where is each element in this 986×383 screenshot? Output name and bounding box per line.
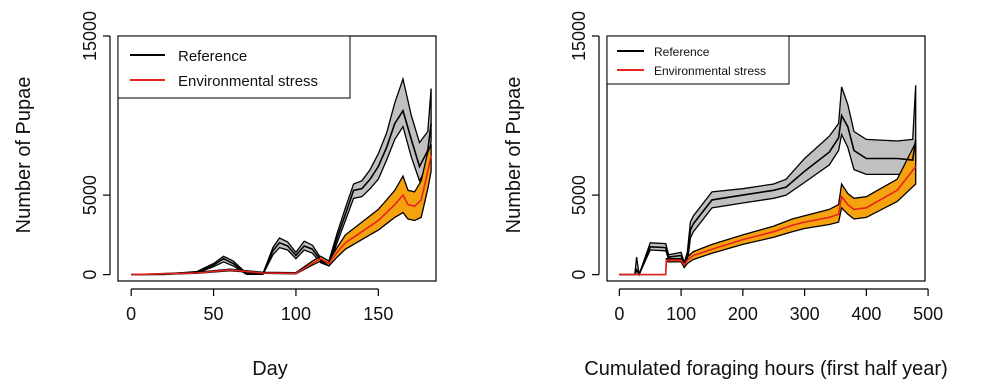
panel-foraging-hours: Number of Pupae Cumulated foraging hours… [503, 11, 948, 380]
y-tick-label: 0 [569, 270, 589, 280]
legend: Reference Environmental stress [117, 35, 351, 99]
legend-label-environmental-stress: Environmental stress [654, 64, 766, 78]
band-environmental-stress [131, 143, 432, 276]
legend-label-environmental-stress: Environmental stress [178, 73, 318, 90]
x-tick-label: 0 [126, 304, 136, 324]
panel-day: Number of Pupae Day 0 50 100 1500500015000 … [13, 11, 437, 380]
axes-layer: 0 50 100 150 0 5000 15000 [80, 11, 393, 324]
legend-box [606, 35, 790, 85]
y-axis-label: Number of Pupae [13, 77, 35, 234]
y-tick-label: 15000 [80, 11, 100, 61]
x-tick-label: 100 [281, 304, 311, 324]
y-axis-label: Number of Pupae [503, 77, 525, 234]
x-tick-label: 0 [614, 304, 624, 324]
x-tick-label: 100 [666, 304, 696, 324]
y-tick-label: 5000 [569, 175, 589, 215]
x-tick-label: 200 [728, 304, 758, 324]
x-tick-label: 400 [851, 304, 881, 324]
band-reference [619, 85, 917, 276]
x-tick-label: 150 [363, 304, 393, 324]
legend-label-reference: Reference [654, 45, 710, 59]
y-tick-label: 5000 [80, 175, 100, 215]
series-line-reference [131, 108, 432, 276]
series-layer [131, 76, 432, 276]
y-tick-label: 15000 [569, 11, 589, 61]
x-tick-label: 50 [204, 304, 224, 324]
x-axis-label: Day [252, 358, 288, 380]
legend-box [117, 35, 351, 99]
legend-label-reference: Reference [178, 48, 247, 65]
series-line-environmental-stress [131, 155, 432, 276]
series-layer [619, 85, 917, 277]
x-tick-label: 500 [913, 304, 943, 324]
series-line-environmental-stress [619, 166, 917, 276]
series-line-reference [619, 112, 917, 277]
band-reference [131, 76, 432, 276]
x-tick-label: 300 [790, 304, 820, 324]
legend: Reference Environmental stress [606, 35, 790, 85]
y-tick-label: 0 [80, 270, 100, 280]
x-axis-label: Cumulated foraging hours (first half yea… [584, 358, 948, 380]
